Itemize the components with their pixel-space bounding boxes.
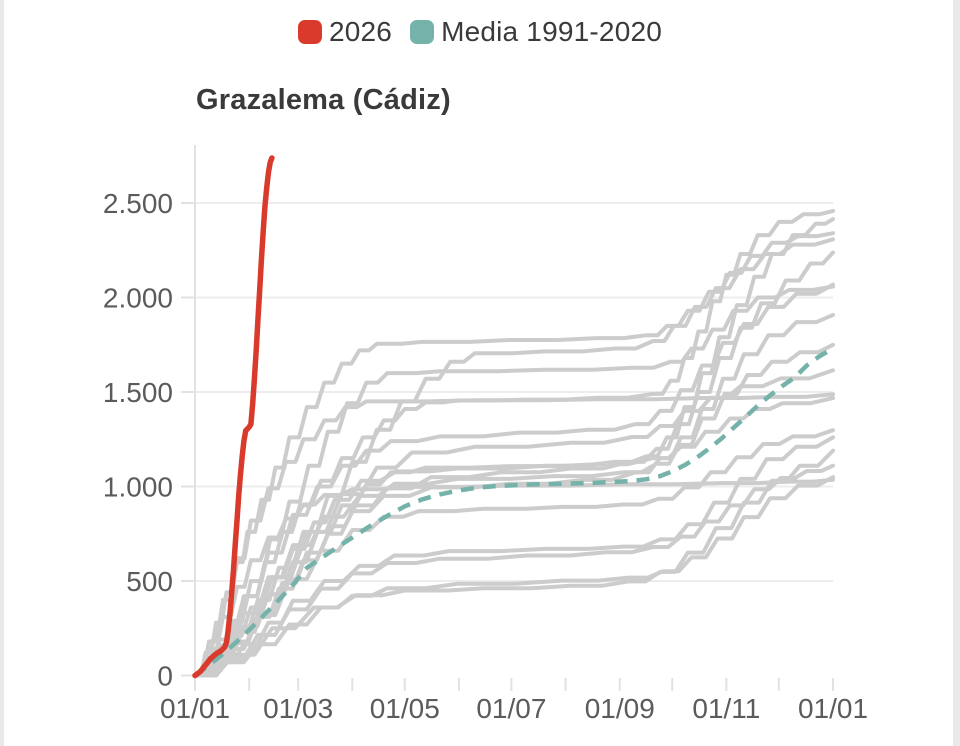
svg-text:500: 500 — [126, 566, 173, 597]
page-left-edge — [0, 0, 4, 746]
legend-swatch-media-icon — [410, 20, 435, 44]
svg-text:1.000: 1.000 — [103, 472, 173, 503]
svg-text:01/11: 01/11 — [692, 693, 760, 724]
svg-text:01/03: 01/03 — [263, 693, 333, 724]
svg-text:01/05: 01/05 — [370, 693, 440, 724]
svg-text:2.000: 2.000 — [103, 283, 173, 314]
svg-text:01/07: 01/07 — [476, 693, 546, 724]
chart-title: Grazalema (Cádiz) — [196, 84, 451, 116]
svg-text:01/01: 01/01 — [798, 693, 868, 724]
page-right-edge — [953, 0, 960, 746]
chart-legend: 2026 Media 1991-2020 — [0, 16, 960, 48]
legend-label-2026: 2026 — [328, 16, 393, 47]
svg-text:01/09: 01/09 — [585, 693, 655, 724]
legend-item-media: Media 1991-2020 — [410, 16, 662, 48]
svg-text:0: 0 — [157, 661, 173, 692]
legend-item-2026: 2026 — [297, 16, 393, 48]
svg-text:2.500: 2.500 — [103, 188, 173, 219]
legend-swatch-2026-icon — [297, 20, 322, 44]
svg-text:1.500: 1.500 — [103, 377, 173, 408]
svg-text:01/01: 01/01 — [160, 693, 230, 724]
legend-label-media: Media 1991-2020 — [441, 16, 663, 47]
